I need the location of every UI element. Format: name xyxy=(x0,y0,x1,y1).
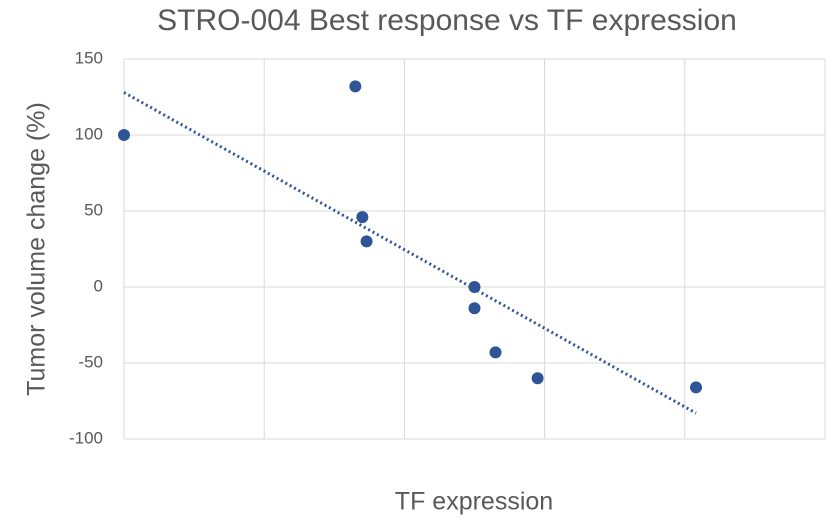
data-point xyxy=(690,381,703,394)
data-point xyxy=(468,281,481,293)
data-point xyxy=(489,346,502,359)
chart-title: STRO-004 Best response vs TF expression xyxy=(157,4,737,37)
data-point xyxy=(468,302,481,315)
y-tick-label: -100 xyxy=(69,428,103,447)
trendline xyxy=(123,91,697,415)
y-tick-label: 0 xyxy=(94,276,103,295)
y-tick-label: -50 xyxy=(78,352,103,371)
data-point xyxy=(356,211,369,224)
y-tick-label: 50 xyxy=(84,200,103,219)
data-point xyxy=(360,235,373,248)
x-axis-title: TF expression xyxy=(395,488,553,516)
data-point xyxy=(349,80,362,93)
y-tick-label: 100 xyxy=(75,124,103,143)
data-point xyxy=(118,129,130,141)
y-tick-label: 150 xyxy=(75,48,103,67)
y-axis-title: Tumor volume change (%) xyxy=(23,102,51,396)
data-point xyxy=(531,372,544,385)
